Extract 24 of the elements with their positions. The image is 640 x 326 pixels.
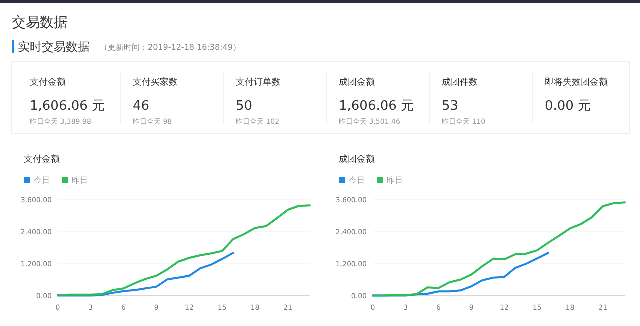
text: 支付金额	[30, 77, 66, 88]
legend-label: 昨日	[387, 176, 403, 185]
legend-label: 今日	[349, 176, 365, 185]
legend-label: 昨日	[72, 176, 88, 185]
text: 53	[442, 99, 459, 114]
line-series	[372, 202, 626, 297]
text: （更新时间：2019-12-18 16:38:49）	[100, 43, 241, 52]
text: 1,606.06 元	[30, 99, 106, 114]
legend-label: 今日	[34, 176, 50, 185]
text: 交易数据	[12, 15, 68, 31]
text: 即将失效团金额	[545, 77, 608, 88]
text: 成团金额	[339, 77, 375, 88]
line-series	[57, 252, 234, 297]
text: 支付订单数	[236, 77, 281, 88]
text: 实时交易数据	[18, 40, 90, 54]
chart-title: 成团金额	[339, 154, 375, 165]
text: 成团件数	[442, 77, 478, 88]
text: 46	[133, 99, 150, 114]
text: 支付买家数	[133, 77, 178, 88]
chart-title: 支付金额	[24, 154, 60, 165]
text: 0.00 元	[545, 99, 592, 114]
text: 1,606.06 元	[339, 99, 414, 114]
line-series	[57, 204, 311, 296]
text: 50	[236, 99, 253, 114]
